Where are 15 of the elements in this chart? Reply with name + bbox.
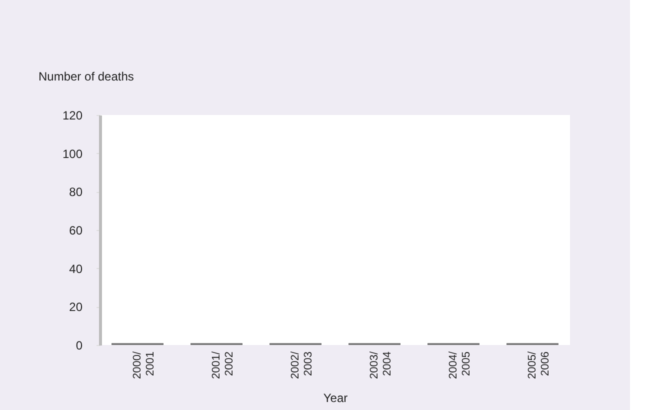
x-tick-label: 2002/2003 [290,350,315,380]
y-tick-label: 40 [69,262,83,276]
x-tick-label: 2000/2001 [132,350,157,380]
y-tick-label: 100 [62,146,83,161]
y-tick-label: 60 [69,224,83,238]
y-tick-label: 120 [62,108,83,122]
y-axis-title: Number of deaths [38,70,134,84]
x-tick-label: 2005/2006 [526,350,552,380]
y-tick-label: 20 [69,300,83,314]
x-tick-label: 2003/2004 [368,350,394,380]
x-axis-title: Year [323,391,348,406]
y-tick-label: 0 [76,338,83,352]
x-tick-label: 2004/2005 [447,350,472,380]
y-tick-label: 80 [69,185,83,200]
x-tick-label: 2001/2002 [210,350,236,380]
